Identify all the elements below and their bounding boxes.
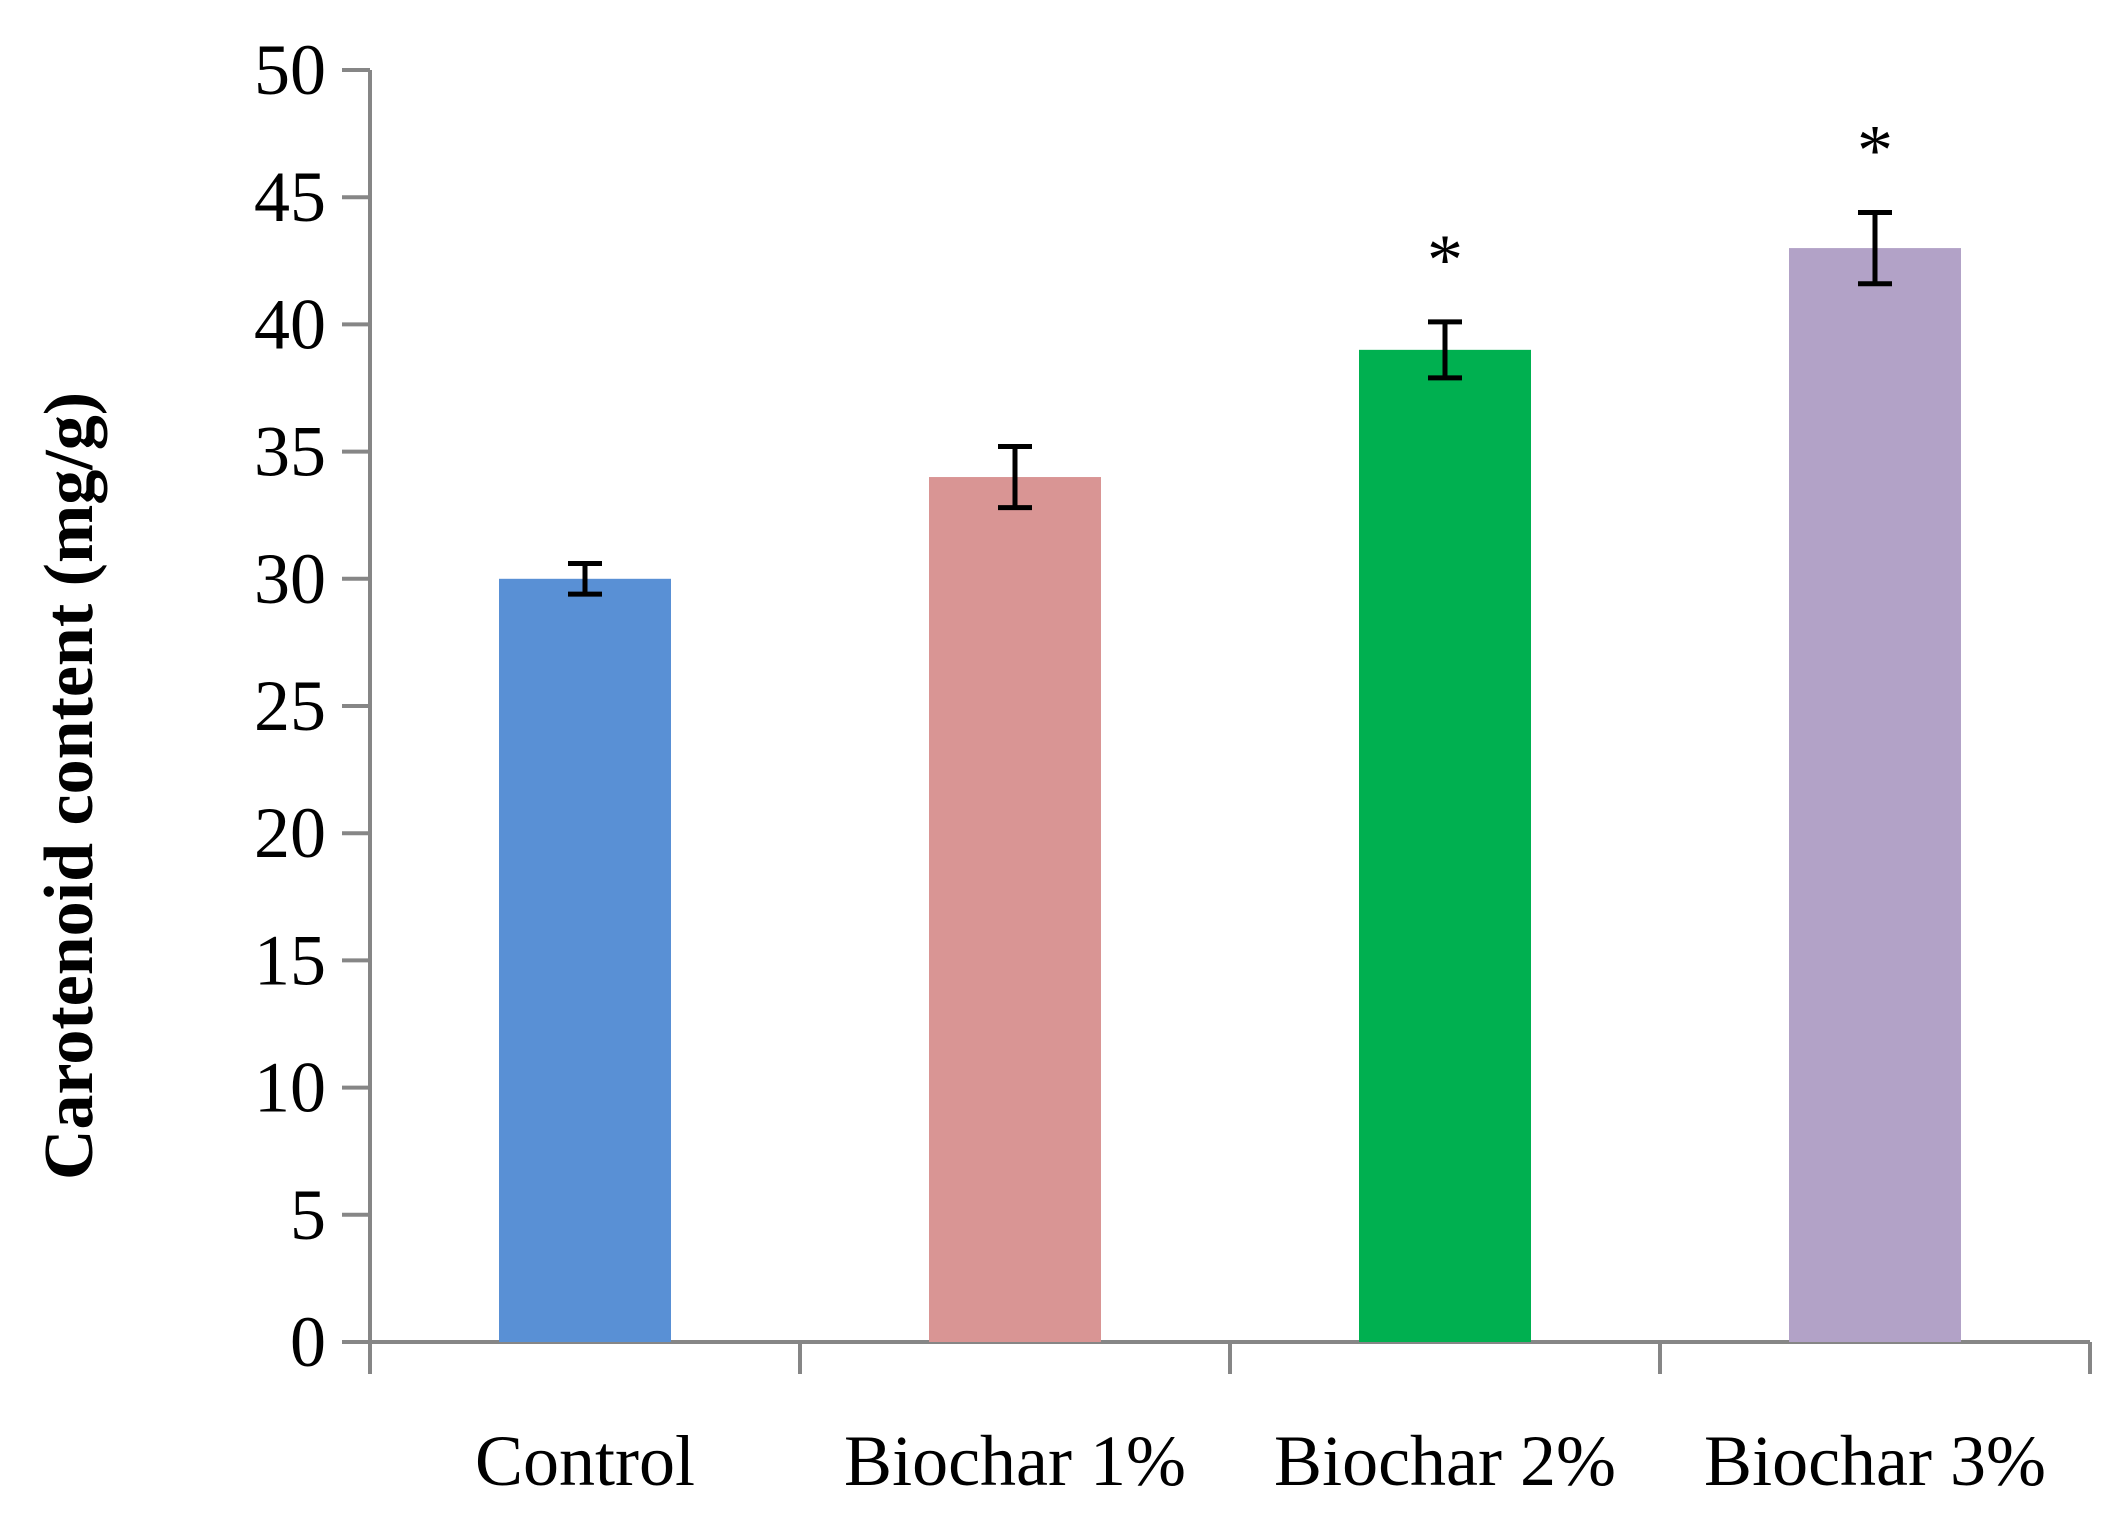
y-tick-label: 5 (290, 1175, 326, 1255)
y-tick-label: 30 (254, 539, 326, 619)
bars (499, 248, 1961, 1343)
y-tick-label: 15 (254, 920, 326, 1000)
y-tick-label: 45 (254, 157, 326, 237)
y-axis-title: Carotenoid content (mg/g) (31, 392, 108, 1180)
x-category-label: Biochar 2% (1274, 1421, 1616, 1501)
x-category-label: Control (475, 1421, 695, 1501)
y-tick-label: 10 (254, 1048, 326, 1128)
labels: Control Biochar 1% Biochar 2% * Biochar 3% * (475, 110, 2046, 1501)
y-tick-label: 20 (254, 793, 326, 873)
bar (499, 578, 671, 1342)
y-tick-label: 35 (254, 412, 326, 492)
significance-marker: * (1857, 110, 1893, 190)
bar (929, 477, 1101, 1342)
y-tick-label: 40 (254, 284, 326, 364)
x-axis (368, 1340, 2092, 1374)
x-category-label: Biochar 3% (1704, 1421, 2046, 1501)
bar (1359, 349, 1531, 1343)
x-category-label: Biochar 1% (844, 1421, 1186, 1501)
bar (1789, 248, 1961, 1343)
error-bars (568, 209, 1892, 597)
y-axis: 0 5 10 15 20 25 30 35 40 45 50 (254, 30, 372, 1382)
y-tick-label: 50 (254, 30, 326, 110)
y-tick-label: 25 (254, 666, 326, 746)
significance-marker: * (1427, 220, 1463, 300)
y-tick-label: 0 (290, 1302, 326, 1382)
